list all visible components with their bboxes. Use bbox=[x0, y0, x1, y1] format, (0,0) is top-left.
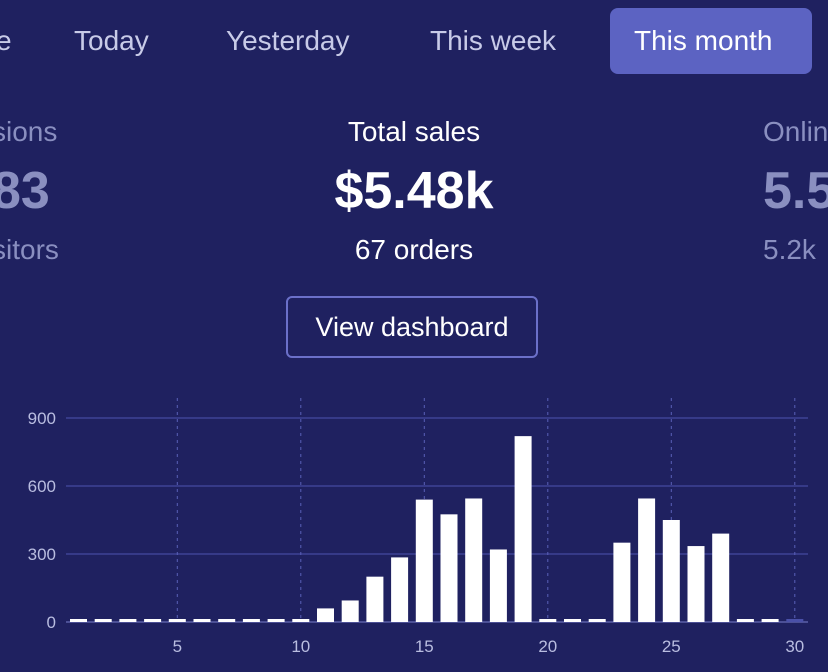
bar-day-21 bbox=[564, 619, 581, 622]
bar-day-25 bbox=[662, 520, 680, 622]
stat-label: Onlin bbox=[763, 116, 828, 147]
stat-label: sions bbox=[0, 116, 58, 147]
bar-day-1 bbox=[70, 619, 87, 622]
x-tick-label: 20 bbox=[538, 637, 557, 656]
stat-value: 83 bbox=[0, 162, 50, 220]
stat-value: $5.48k bbox=[334, 162, 494, 220]
stat-label: Total sales bbox=[347, 116, 481, 147]
bar-day-4 bbox=[144, 619, 162, 622]
bar-day-7 bbox=[218, 619, 236, 622]
bar-day-9 bbox=[267, 619, 285, 622]
bar-day-14 bbox=[391, 557, 409, 622]
bar-day-24 bbox=[638, 498, 656, 622]
bar-day-18 bbox=[489, 549, 507, 622]
bar-day-8 bbox=[242, 619, 260, 622]
bar-day-22 bbox=[588, 619, 606, 622]
bar-day-19 bbox=[514, 436, 532, 622]
bar-day-5 bbox=[168, 619, 186, 622]
tab-today[interactable]: Today bbox=[74, 25, 149, 56]
stat-online-store[interactable]: Onlin 5.5 5.2k bbox=[763, 112, 828, 270]
bar-day-11 bbox=[317, 608, 334, 622]
y-tick-label: 900 bbox=[28, 409, 56, 428]
bar-day-2 bbox=[94, 619, 112, 622]
stat-sub: 67 orders bbox=[354, 234, 474, 265]
sales-bar-chart: 0 300 600 900 5 10 15 20 25 30 bbox=[28, 398, 808, 656]
bar-day-20 bbox=[539, 619, 557, 622]
tab-this-month[interactable]: This month bbox=[610, 8, 812, 74]
tab-partial[interactable]: e bbox=[0, 25, 12, 56]
bar-day-28 bbox=[736, 619, 754, 622]
view-dashboard-button[interactable]: View dashboard bbox=[286, 296, 538, 358]
bar-day-16 bbox=[440, 514, 458, 622]
stat-sub: sitors bbox=[0, 234, 59, 265]
tab-yesterday[interactable]: Yesterday bbox=[226, 25, 350, 56]
bar-day-17 bbox=[465, 498, 483, 622]
stat-sub: 5.2k bbox=[763, 234, 816, 265]
stat-sessions[interactable]: sions 83 sitors bbox=[0, 112, 59, 270]
y-tick-label: 0 bbox=[47, 613, 56, 632]
x-tick-label: 5 bbox=[173, 637, 182, 656]
stat-total-sales[interactable]: Total sales $5.48k 67 orders bbox=[264, 112, 564, 270]
bar-day-27 bbox=[712, 533, 730, 622]
bar-day-23 bbox=[613, 542, 631, 622]
bar-day-10 bbox=[292, 619, 310, 622]
bar-day-12 bbox=[341, 600, 359, 622]
tab-this-week[interactable]: This week bbox=[430, 25, 557, 56]
bar-day-15 bbox=[415, 499, 433, 622]
stat-value: 5.5 bbox=[763, 162, 828, 220]
bar-day-30 bbox=[786, 619, 804, 622]
x-tick-label: 30 bbox=[785, 637, 804, 656]
bar-day-3 bbox=[119, 619, 137, 622]
x-tick-label: 15 bbox=[415, 637, 434, 656]
bar-day-29 bbox=[761, 619, 779, 622]
y-tick-label: 300 bbox=[28, 545, 56, 564]
bar-day-6 bbox=[193, 619, 211, 622]
bar-day-26 bbox=[687, 546, 705, 622]
x-tick-label: 25 bbox=[662, 637, 681, 656]
date-range-tabs: e Today Yesterday This week This month bbox=[0, 0, 828, 90]
y-tick-label: 600 bbox=[28, 477, 56, 496]
x-tick-label: 10 bbox=[291, 637, 310, 656]
bar-day-13 bbox=[366, 576, 384, 622]
